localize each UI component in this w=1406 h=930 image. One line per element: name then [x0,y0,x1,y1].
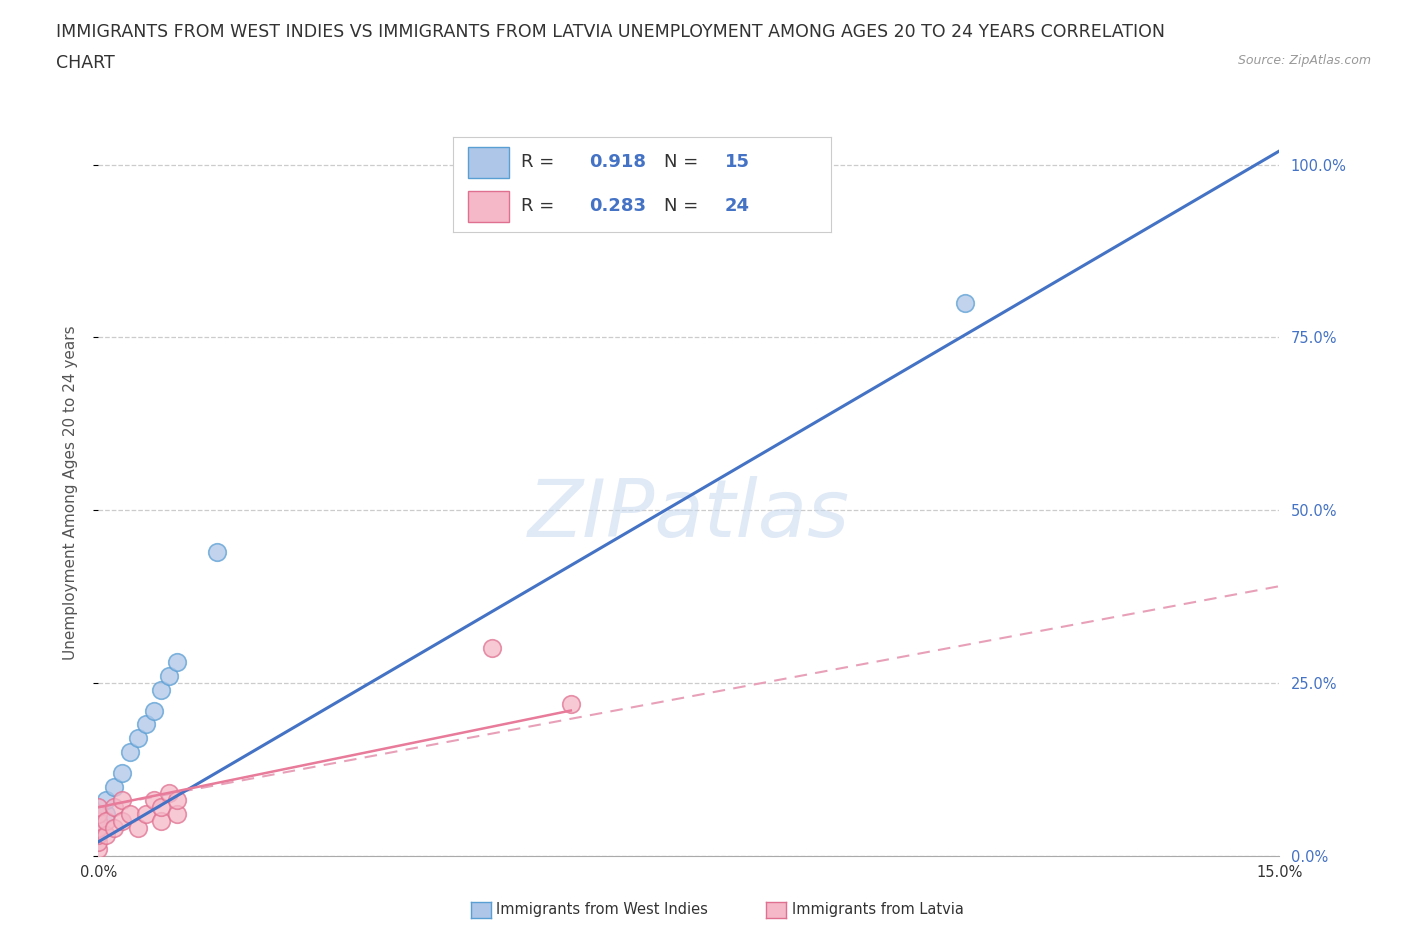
Point [157,669,180,684]
Point [142,793,165,808]
Point [96,828,118,843]
Point [481,641,503,656]
Point [87,828,110,843]
Point [87,820,110,835]
Point [96,814,118,829]
Text: Source: ZipAtlas.com: Source: ZipAtlas.com [1237,54,1371,67]
Point [560,697,582,711]
Point [118,806,141,821]
Point [127,820,149,835]
Point [87,814,110,829]
Point [87,814,110,829]
Text: ZIPatlas: ZIPatlas [527,475,851,553]
Point [103,779,125,794]
Point [150,814,173,829]
Text: Immigrants from Latvia: Immigrants from Latvia [792,902,963,917]
Point [166,655,188,670]
Point [96,806,118,821]
Point [111,793,134,808]
Text: Immigrants from West Indies: Immigrants from West Indies [496,902,709,917]
Point [142,703,165,718]
Text: IMMIGRANTS FROM WEST INDIES VS IMMIGRANTS FROM LATVIA UNEMPLOYMENT AMONG AGES 20: IMMIGRANTS FROM WEST INDIES VS IMMIGRANT… [56,23,1166,41]
Point [111,814,134,829]
Point [150,800,173,815]
Point [205,544,228,559]
Point [135,806,157,821]
Point [103,800,125,815]
Point [87,842,110,857]
Y-axis label: Unemployment Among Ages 20 to 24 years: Unemployment Among Ages 20 to 24 years [63,326,77,660]
Point [87,834,110,849]
Point [87,806,110,821]
Point [953,296,976,311]
Point [127,731,149,746]
Point [166,806,188,821]
Point [135,717,157,732]
Point [118,745,141,760]
Point [166,793,188,808]
Point [103,820,125,835]
Point [87,828,110,843]
Text: CHART: CHART [56,54,115,72]
Point [150,683,173,698]
Point [111,765,134,780]
Point [87,800,110,815]
Point [96,793,118,808]
Point [157,786,180,801]
